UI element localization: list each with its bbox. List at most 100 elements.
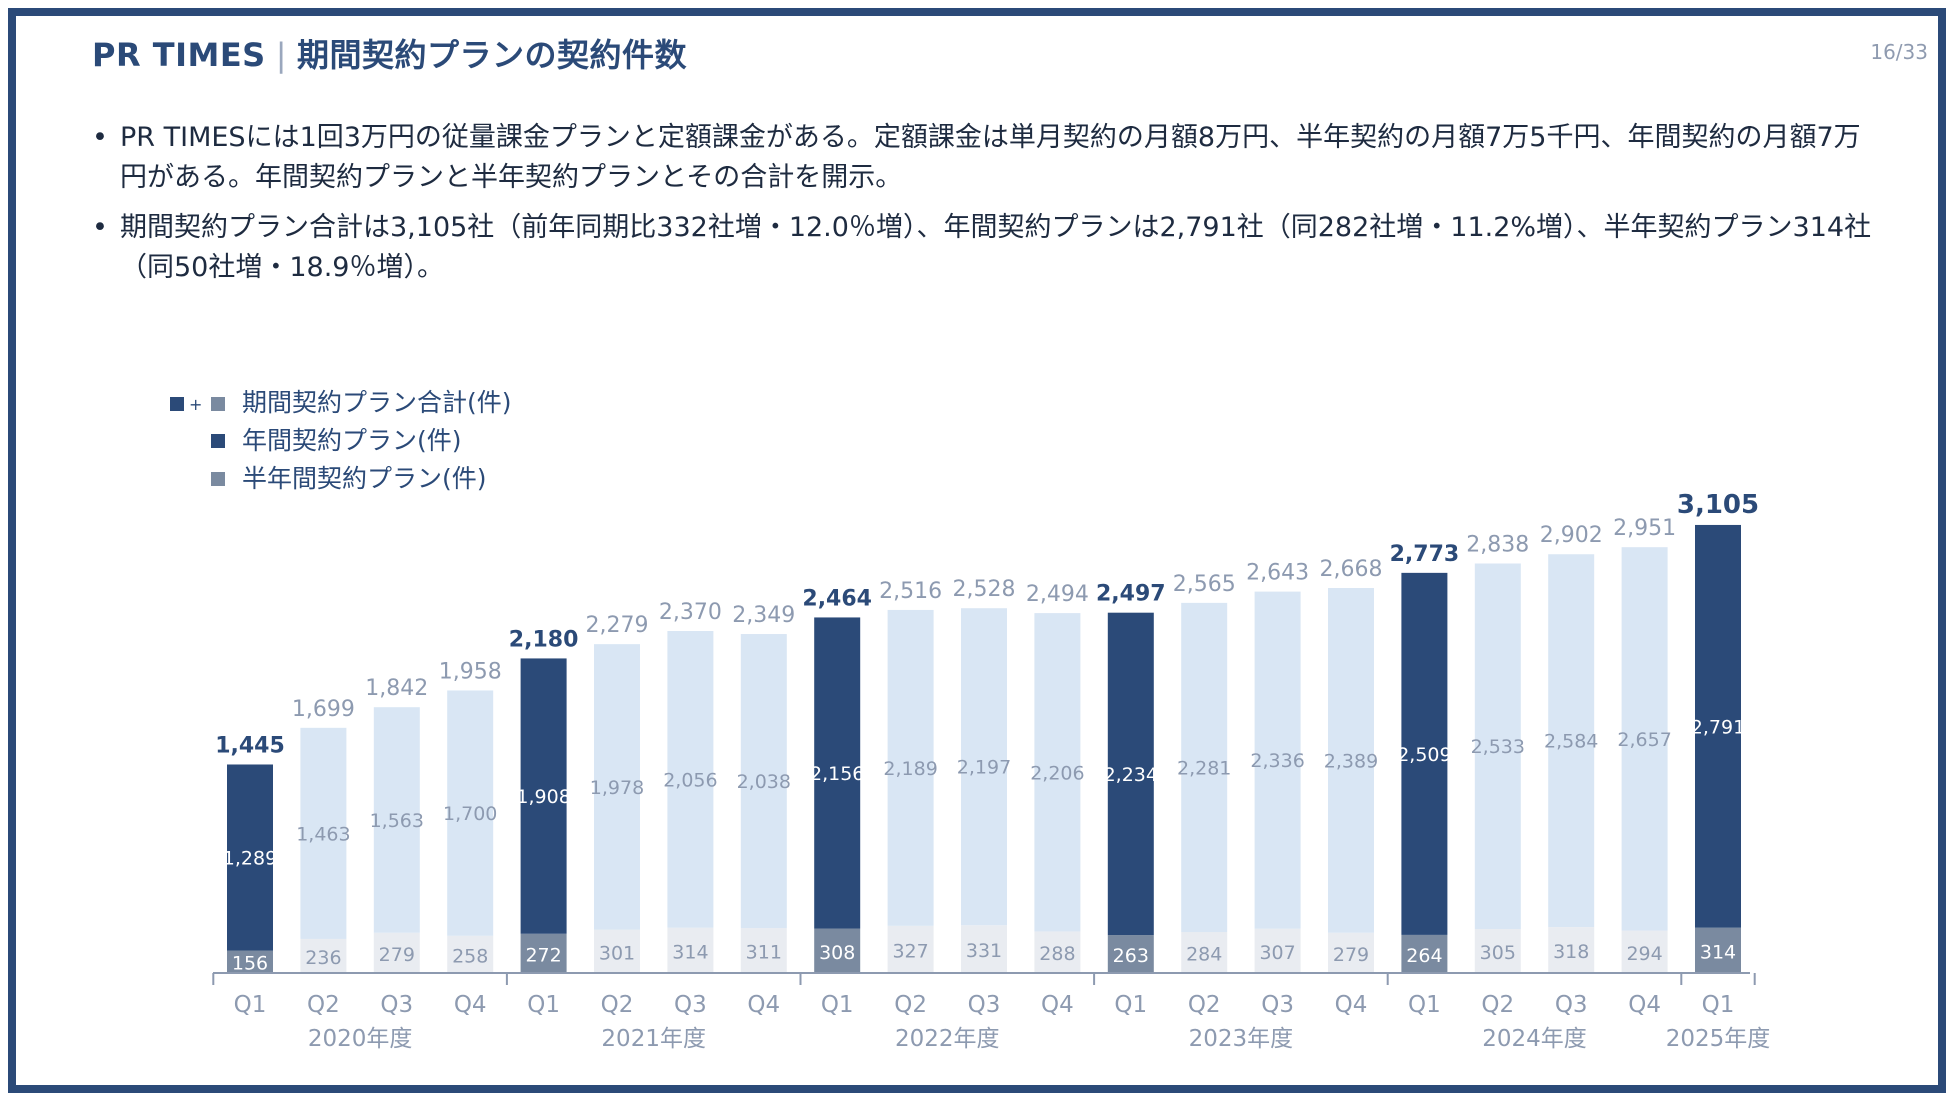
- data-label-total: 2,180: [509, 627, 579, 652]
- slide-frame: [8, 8, 1946, 1093]
- data-label-total: 2,773: [1390, 542, 1460, 567]
- data-label-half: 311: [746, 942, 782, 964]
- data-label-total: 2,528: [953, 577, 1016, 602]
- bar-half-year: [373, 932, 420, 973]
- bar-half-year: [594, 929, 640, 973]
- data-label-total: 2,349: [732, 603, 795, 628]
- data-label-half: 236: [305, 947, 341, 969]
- bar-annual: [1548, 554, 1595, 928]
- data-label-half: 331: [966, 940, 1002, 962]
- bar-annual: [1695, 524, 1741, 928]
- data-label-total: 1,958: [439, 659, 502, 684]
- data-label-half: 279: [379, 944, 415, 966]
- data-label-annual: 2,509: [1397, 744, 1451, 766]
- data-label-total: 1,445: [215, 733, 285, 758]
- data-label-total: 1,842: [365, 676, 428, 701]
- year-label: 2024年度: [1482, 1026, 1587, 1052]
- x-tick-label: Q1: [527, 992, 560, 1018]
- bar-half-year: [1474, 928, 1521, 973]
- data-label-annual: 2,197: [957, 757, 1011, 779]
- x-tick-label: Q1: [1702, 992, 1735, 1018]
- bar-half-year: [1107, 935, 1154, 973]
- data-label-total: 2,516: [879, 579, 942, 604]
- legend-swatch-half: [211, 397, 225, 411]
- data-label-total: 2,668: [1320, 557, 1383, 582]
- x-tick-label: Q3: [968, 992, 1001, 1018]
- bar-annual: [1401, 572, 1448, 935]
- data-label-total: 2,494: [1026, 582, 1089, 607]
- data-label-half: 314: [672, 941, 708, 963]
- bar-annual: [1254, 591, 1301, 929]
- data-label-half: 294: [1626, 943, 1662, 965]
- bar-annual: [1621, 547, 1668, 931]
- bar-half-year: [1034, 931, 1081, 973]
- bar-annual: [594, 644, 640, 930]
- year-label: 2021年度: [601, 1026, 706, 1052]
- x-tick-label: Q3: [1261, 992, 1294, 1018]
- bar-half-year: [740, 928, 787, 973]
- page-number: 16/33: [1870, 40, 1928, 64]
- bar-half-year: [1328, 932, 1374, 973]
- data-label-annual: 2,206: [1030, 762, 1084, 784]
- brand-name: PR TIMES: [92, 36, 266, 74]
- bar-half-year: [887, 925, 934, 973]
- data-label-annual: 2,038: [737, 771, 791, 793]
- bar-annual: [740, 634, 787, 929]
- x-tick-label: Q2: [307, 992, 340, 1018]
- bar-annual: [373, 707, 420, 933]
- bar-annual: [667, 631, 714, 928]
- x-tick-label: Q1: [821, 992, 854, 1018]
- bar-annual: [520, 658, 567, 934]
- data-label-half: 156: [232, 953, 268, 975]
- bar-half-year: [1621, 930, 1668, 973]
- bar-half-year: [227, 950, 273, 973]
- bullet-list: PR TIMESには1回3万円の従量課金プランと定額課金がある。定額課金は単月契…: [92, 118, 1872, 298]
- data-label-half: 307: [1259, 942, 1295, 964]
- data-label-total: 2,838: [1466, 532, 1529, 557]
- legend-label-total: 期間契約プラン合計(件): [242, 388, 512, 417]
- bar-annual: [1034, 613, 1081, 932]
- legend-swatch-annual: [211, 434, 225, 448]
- bar-half-year: [1181, 932, 1228, 973]
- data-label-annual: 2,584: [1544, 731, 1598, 753]
- legend-swatch-half: [211, 472, 225, 486]
- bar-half-year: [520, 933, 567, 973]
- x-tick-label: Q2: [601, 992, 634, 1018]
- bar-annual: [447, 690, 494, 936]
- x-tick-label: Q3: [674, 992, 707, 1018]
- data-label-annual: 2,533: [1471, 736, 1525, 758]
- data-label-annual: 2,389: [1324, 750, 1378, 772]
- data-label-half: 318: [1553, 941, 1589, 963]
- x-tick-label: Q1: [1114, 992, 1147, 1018]
- slide-heading: 期間契約プランの契約件数: [297, 36, 688, 74]
- bar-half-year: [1401, 934, 1448, 973]
- page-title: PR TIMES | 期間契約プランの契約件数: [92, 30, 687, 76]
- x-tick-label: Q4: [1041, 992, 1074, 1018]
- x-tick-label: Q1: [1408, 992, 1441, 1018]
- x-tick-label: Q3: [1555, 992, 1588, 1018]
- data-label-annual: 2,281: [1177, 757, 1231, 779]
- data-label-total: 2,497: [1096, 582, 1166, 607]
- data-label-total: 2,643: [1246, 561, 1309, 586]
- year-label: 2023年度: [1189, 1026, 1294, 1052]
- data-label-total: 2,902: [1540, 523, 1603, 548]
- data-label-annual: 1,563: [370, 810, 424, 832]
- data-label-half: 314: [1700, 941, 1736, 963]
- year-label: 2020年度: [308, 1026, 413, 1052]
- bar-annual: [1474, 563, 1521, 929]
- bar-half-year: [1548, 927, 1595, 973]
- data-label-half: 272: [525, 944, 561, 966]
- data-label-total: 2,370: [659, 600, 722, 625]
- data-label-annual: 1,908: [516, 786, 570, 808]
- data-label-total: 1,699: [292, 697, 355, 722]
- data-label-annual: 1,463: [296, 823, 350, 845]
- bar-annual: [961, 608, 1007, 926]
- bar-annual: [1328, 588, 1374, 933]
- bar-half-year: [447, 935, 494, 973]
- bullet-item: 期間契約プラン合計は3,105社（前年同期比332社増・12.0％増）、年間契約…: [92, 208, 1872, 288]
- data-label-annual: 2,189: [883, 758, 937, 780]
- bullet-item: PR TIMESには1回3万円の従量課金プランと定額課金がある。定額課金は単月契…: [92, 118, 1872, 198]
- title-separator: |: [275, 36, 287, 74]
- legend-swatch-annual: [170, 397, 184, 411]
